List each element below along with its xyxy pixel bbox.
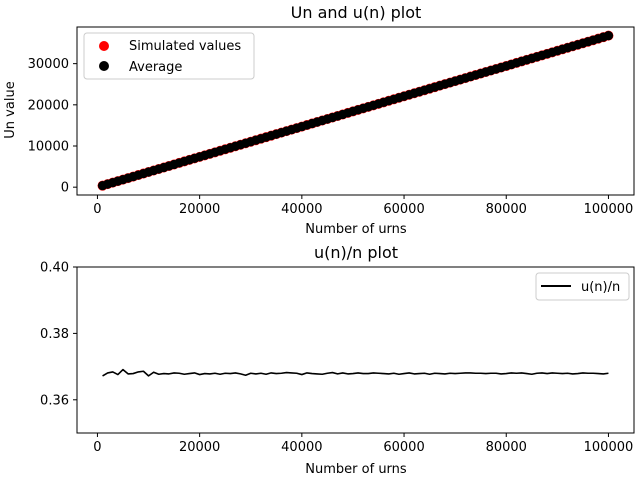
ratio-series-line <box>102 368 609 377</box>
x-tick-label: 20000 <box>179 440 220 455</box>
average-point <box>603 31 614 41</box>
legend-marker-average <box>99 61 109 71</box>
ratio-axes-frame <box>76 266 635 434</box>
legend-label-ratio: u(n)/n <box>581 280 620 295</box>
un-legend-box <box>83 32 255 80</box>
y-tick-label: 20000 <box>28 98 69 113</box>
x-tick-label: 20000 <box>179 202 220 217</box>
x-tick-label: 0 <box>93 202 101 217</box>
y-tick-label: 0.38 <box>40 327 69 342</box>
ratio-x-axis-label: Number of urns <box>305 462 407 477</box>
un-chart-title: Un and u(n) plot <box>291 3 422 22</box>
un-y-axis-label: Un value <box>3 81 18 138</box>
un-x-axis-label: Number of urns <box>305 222 407 237</box>
x-tick-label: 40000 <box>281 202 322 217</box>
y-tick-label: 0.40 <box>40 261 69 276</box>
un-chart: Un and u(n) plot 0 20000 40000 60000 80000 10… <box>3 3 635 237</box>
series-average <box>97 31 614 191</box>
un-y-ticks: 0 10000 20000 30000 <box>28 57 77 196</box>
x-tick-label: 40000 <box>281 440 322 455</box>
ratio-y-ticks: 0.36 0.38 0.40 <box>40 261 77 408</box>
ratio-chart-title: u(n)/n plot <box>314 243 398 262</box>
x-tick-label: 80000 <box>486 440 527 455</box>
y-tick-label: 0 <box>61 181 69 196</box>
ratio-chart: u(n)/n plot 0 20000 40000 60000 80000 100000 … <box>40 243 635 477</box>
ratio-x-ticks: 0 20000 40000 60000 80000 100000 <box>93 433 633 455</box>
x-tick-label: 80000 <box>486 202 527 217</box>
un-axes-frame <box>76 26 635 196</box>
y-tick-label: 10000 <box>28 140 69 155</box>
legend-marker-simulated <box>99 41 109 51</box>
ratio-legend-box <box>535 272 630 301</box>
ratio-plot-area <box>102 368 609 377</box>
legend-label-simulated: Simulated values <box>129 39 241 54</box>
legend-label-average: Average <box>129 60 182 75</box>
ratio-legend: u(n)/n <box>535 272 630 301</box>
x-tick-label: 100000 <box>584 202 634 217</box>
y-tick-label: 0.36 <box>40 393 69 408</box>
un-x-ticks: 0 20000 40000 60000 80000 100000 <box>93 195 633 217</box>
x-tick-label: 60000 <box>383 440 424 455</box>
x-tick-label: 60000 <box>383 202 424 217</box>
y-tick-label: 30000 <box>28 57 69 72</box>
un-plot-area <box>97 30 614 191</box>
un-legend: Simulated values Average <box>83 32 255 80</box>
x-tick-label: 0 <box>93 440 101 455</box>
x-tick-label: 100000 <box>584 440 634 455</box>
